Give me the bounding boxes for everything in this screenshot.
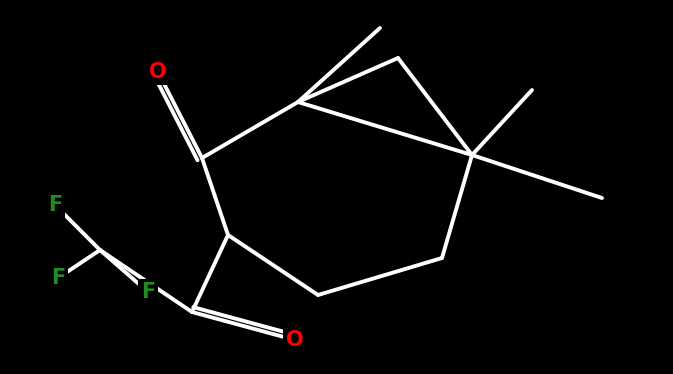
Text: O: O [286, 330, 304, 350]
Text: O: O [149, 62, 167, 82]
Text: F: F [51, 268, 65, 288]
Text: F: F [48, 195, 62, 215]
Text: F: F [141, 282, 155, 302]
